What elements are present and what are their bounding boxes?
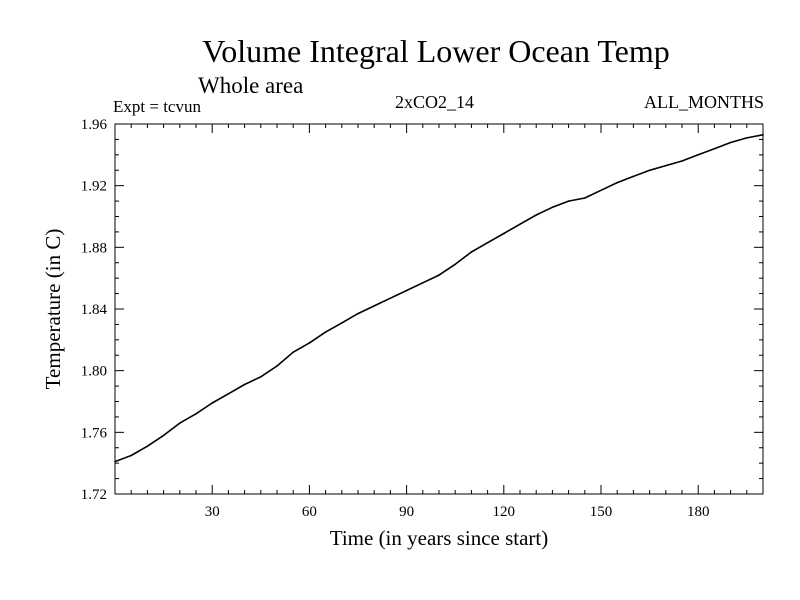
data-point <box>260 376 262 378</box>
data-point <box>746 137 748 139</box>
data-point <box>324 331 327 333</box>
x-tick-label: 150 <box>590 504 613 520</box>
x-tick-label: 120 <box>493 504 516 520</box>
data-point <box>503 232 505 235</box>
data-point <box>276 365 278 367</box>
y-axis-label: Temperature (in C) <box>41 229 65 390</box>
data-point <box>535 214 537 216</box>
data-point <box>519 223 521 226</box>
data-point <box>211 402 213 404</box>
data-point <box>600 189 602 192</box>
data-point <box>713 147 716 150</box>
data-point <box>292 351 295 353</box>
data-point <box>114 460 116 463</box>
x-tick-label: 30 <box>205 504 220 520</box>
data-point <box>227 392 230 395</box>
x-axis-label: Time (in years since start) <box>330 526 549 550</box>
data-point <box>470 251 473 253</box>
run-label: 2xCO2_14 <box>395 92 475 112</box>
axis-ticks <box>115 124 763 494</box>
data-point <box>584 197 586 199</box>
data-point <box>422 281 424 284</box>
y-tick-label: 1.76 <box>81 425 108 441</box>
data-point <box>357 312 359 315</box>
y-tick-labels: 1.72 1.76 1.80 1.84 1.88 1.92 1.96 <box>81 117 108 503</box>
data-point <box>341 322 343 324</box>
chart-title: Volume Integral Lower Ocean Temp <box>202 33 670 69</box>
x-tick-label: 60 <box>302 504 317 520</box>
data-point <box>762 133 764 136</box>
data-point <box>729 141 732 144</box>
y-tick-label: 1.92 <box>81 179 107 195</box>
data-point <box>486 241 489 244</box>
data-point <box>697 154 699 156</box>
x-tick-label: 90 <box>399 504 414 520</box>
data-point <box>389 297 392 300</box>
series-line <box>114 134 764 463</box>
months-label: ALL_MONTHS <box>644 92 764 112</box>
data-point <box>681 160 683 162</box>
x-tick-label: 180 <box>687 504 710 520</box>
plot-frame <box>114 123 764 495</box>
data-point <box>146 445 149 448</box>
y-tick-label: 1.80 <box>81 364 107 380</box>
data-point <box>567 200 570 202</box>
experiment-label: Expt = tcvun <box>113 97 201 116</box>
x-tick-labels: 30 60 90 120 150 180 <box>205 504 710 520</box>
data-point <box>130 454 132 457</box>
y-tick-label: 1.84 <box>81 302 108 318</box>
data-point <box>665 164 667 167</box>
data-point <box>438 274 440 276</box>
series-layer <box>114 133 764 463</box>
data-point <box>632 175 635 178</box>
data-point <box>648 169 651 172</box>
data-point <box>162 434 165 437</box>
data-point <box>616 181 618 184</box>
y-tick-label: 1.72 <box>81 487 107 503</box>
data-point <box>454 263 457 266</box>
data-point <box>551 206 554 209</box>
data-point <box>179 422 181 424</box>
y-tick-label: 1.96 <box>81 117 108 133</box>
data-point <box>195 413 197 415</box>
chart-subtitle: Whole area <box>198 73 304 98</box>
data-point <box>405 289 408 292</box>
data-point <box>308 342 311 344</box>
data-point <box>373 305 376 307</box>
y-tick-label: 1.88 <box>81 240 107 256</box>
data-point <box>243 383 246 386</box>
